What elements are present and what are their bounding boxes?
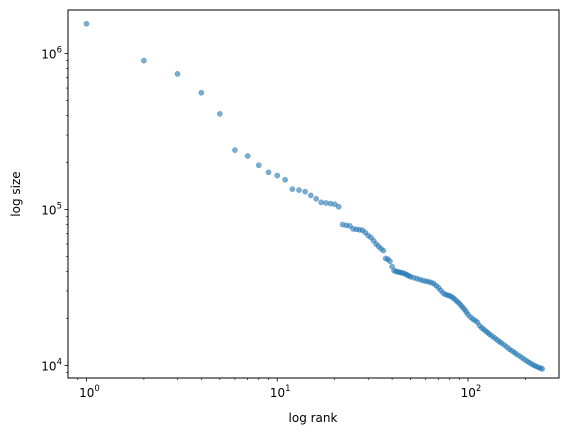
- data-point: [198, 89, 205, 96]
- data-point: [83, 20, 90, 27]
- data-point: [387, 258, 393, 265]
- data-point: [216, 111, 223, 117]
- data-point: [282, 176, 288, 183]
- axis-ticks: 100 101 102 104 105 106: [41, 45, 526, 400]
- data-point: [307, 192, 314, 199]
- x-axis-label: log rank: [289, 411, 338, 425]
- plot-frame: [67, 9, 560, 379]
- data-point: [244, 153, 251, 159]
- x-tick-label: 102: [461, 384, 482, 400]
- y-tick-label: 104: [41, 357, 62, 373]
- data-point: [289, 186, 296, 192]
- data-point: [331, 201, 338, 208]
- data-point: [380, 247, 387, 254]
- data-points: [83, 20, 546, 372]
- data-point: [335, 203, 342, 210]
- data-point: [296, 187, 302, 193]
- x-tick-label: 101: [270, 384, 291, 400]
- data-point: [141, 57, 147, 64]
- data-point: [302, 188, 308, 195]
- data-point: [539, 366, 546, 372]
- data-point: [255, 162, 262, 169]
- data-point: [265, 169, 272, 176]
- data-point: [318, 199, 325, 206]
- data-point: [174, 71, 181, 77]
- data-point: [274, 172, 281, 179]
- y-tick-label: 106: [41, 45, 62, 61]
- y-tick-label: 105: [41, 201, 62, 217]
- x-tick-label: 100: [79, 384, 100, 400]
- data-point: [313, 195, 320, 202]
- y-axis-label: log size: [9, 171, 23, 216]
- data-point: [232, 147, 238, 153]
